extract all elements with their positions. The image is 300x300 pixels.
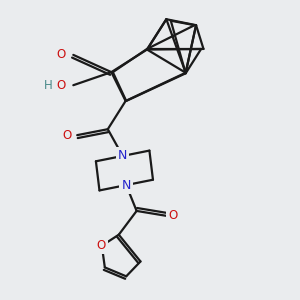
Text: O: O bbox=[97, 238, 106, 252]
Text: O: O bbox=[62, 129, 71, 142]
Text: O: O bbox=[169, 209, 178, 223]
Text: N: N bbox=[118, 149, 127, 162]
Text: H: H bbox=[44, 79, 53, 92]
Text: N: N bbox=[122, 178, 131, 192]
Text: O: O bbox=[56, 79, 65, 92]
Text: O: O bbox=[56, 48, 65, 62]
